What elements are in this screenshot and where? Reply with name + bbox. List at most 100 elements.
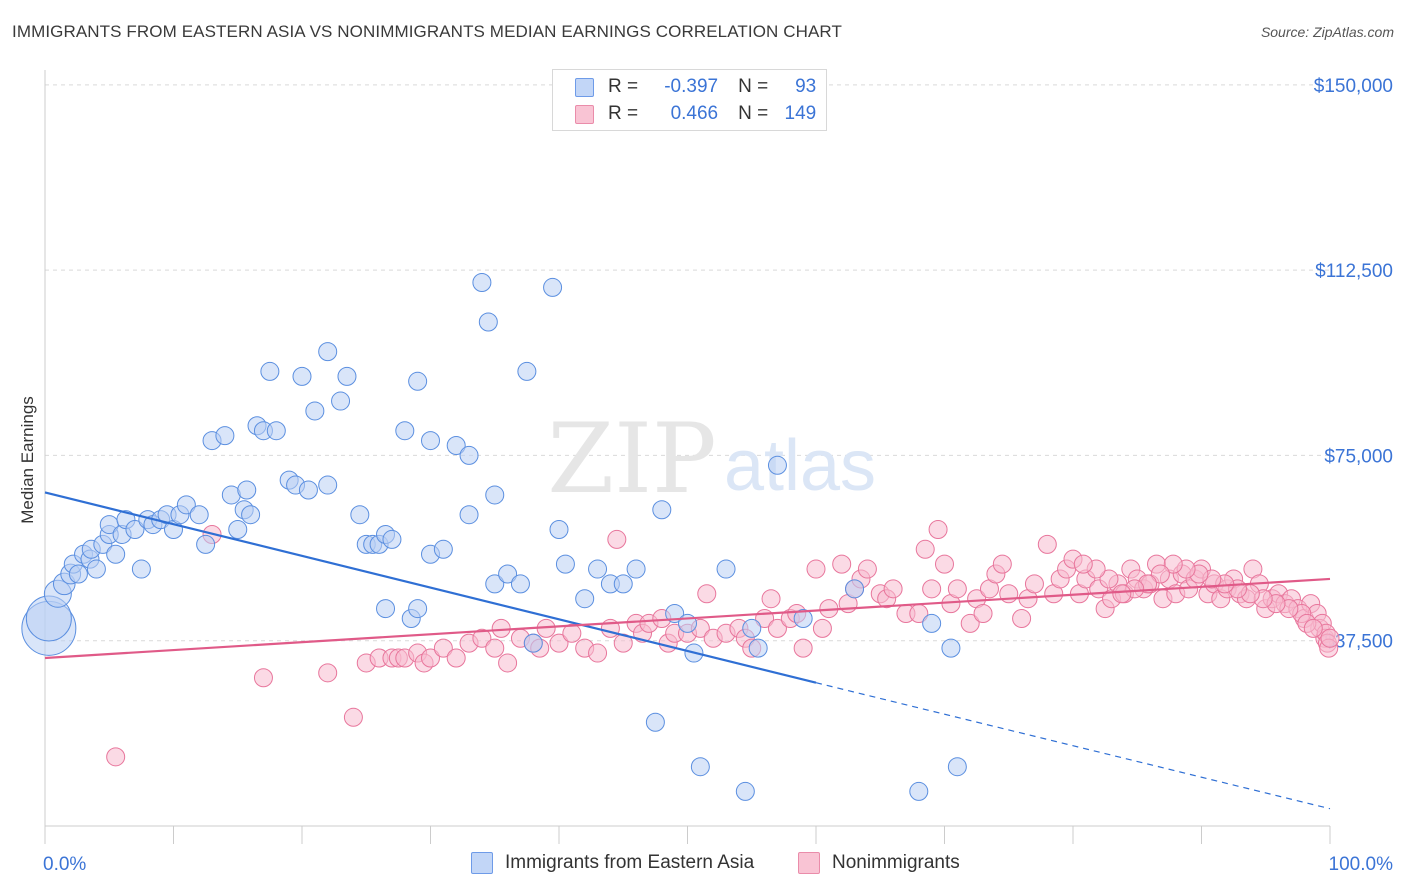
data-point [832, 554, 852, 574]
trend-line-immigrants [44, 491, 817, 684]
data-point [253, 668, 273, 688]
data-point [928, 520, 948, 540]
data-point [588, 559, 608, 579]
data-point [735, 781, 755, 801]
legend-label: Immigrants from Eastern Asia [505, 852, 755, 873]
data-point [748, 638, 768, 658]
data-point [510, 574, 530, 594]
x-tick-label: 0.0% [43, 854, 86, 875]
data-point [376, 599, 396, 619]
data-point [562, 623, 582, 643]
data-point [697, 584, 717, 604]
data-point [446, 436, 466, 456]
stats-legend: R = -0.397 N = 93 R = 0.466 N = 149 [552, 69, 827, 131]
y-tick-label: $75,000 [1324, 446, 1393, 467]
n-label: N = [738, 76, 769, 97]
watermark-atlas: atlas [724, 426, 876, 506]
data-point [298, 480, 318, 500]
data-point [960, 613, 980, 633]
data-point [305, 401, 325, 421]
y-tick-label: $150,000 [1314, 76, 1393, 97]
trend-line-immigrants-extension [815, 682, 1331, 810]
legend-item-immigrants: Immigrants from Eastern Asia [471, 852, 754, 874]
data-point [68, 564, 88, 584]
data-point [337, 366, 357, 386]
n-label: N = [738, 103, 769, 124]
data-point [318, 663, 338, 683]
data-point [125, 520, 145, 540]
data-point [1024, 574, 1044, 594]
data-point [549, 633, 569, 653]
blue-swatch [471, 852, 493, 874]
data-point [947, 579, 967, 599]
data-point [883, 579, 903, 599]
data-point [909, 781, 929, 801]
data-point [812, 618, 832, 638]
data-point [613, 574, 633, 594]
pink-swatch [798, 852, 820, 874]
y-tick-label: $112,500 [1315, 261, 1393, 282]
data-point [408, 599, 428, 619]
data-point [266, 421, 286, 441]
bottom-legend: Immigrants from Eastern Asia Nonimmigran… [0, 852, 1406, 878]
data-point [1037, 534, 1057, 554]
data-point [237, 480, 257, 500]
data-point [1073, 554, 1093, 574]
n-value: 93 [795, 76, 817, 97]
data-point [176, 495, 196, 515]
stats-row-pink: R = 0.466 N = 149 [575, 102, 816, 126]
chart-title: IMMIGRANTS FROM EASTERN ASIA VS NONIMMIG… [12, 22, 842, 41]
data-point [607, 529, 627, 549]
data-point [935, 554, 954, 574]
data-point [189, 505, 209, 525]
data-point [228, 520, 248, 540]
data-point [793, 638, 813, 658]
data-point [498, 653, 518, 673]
grid-lines [45, 84, 1330, 642]
data-point [973, 604, 993, 624]
data-point [106, 747, 126, 767]
data-point [543, 277, 563, 297]
data-point [767, 618, 787, 638]
data-point [915, 539, 935, 559]
pink-swatch [575, 104, 594, 124]
data-point [857, 559, 877, 579]
data-point [652, 500, 672, 520]
data-point [588, 643, 608, 663]
data-point [331, 391, 351, 411]
n-value: 149 [784, 103, 817, 124]
data-point [421, 431, 440, 451]
data-point [517, 361, 537, 381]
trend-lines [44, 491, 1331, 810]
data-point [1320, 628, 1340, 648]
r-label: R = [608, 76, 639, 97]
data-point [86, 559, 106, 579]
source-label: Source: ZipAtlas.com [1260, 24, 1394, 40]
data-point [1112, 584, 1132, 604]
data-point [498, 564, 518, 584]
data-point [196, 534, 216, 554]
data-point [395, 421, 415, 441]
watermark: ZIP atlas [547, 403, 876, 515]
data-point [491, 618, 511, 638]
data-point [350, 505, 370, 525]
data-point [845, 579, 865, 599]
data-point [485, 574, 505, 594]
data-point [215, 426, 235, 446]
data-point [645, 712, 665, 732]
legend-item-nonimmigrants: Nonimmigrants [798, 852, 960, 874]
x-tick-labels: 0.0% 100.0% [43, 854, 1393, 875]
data-point [241, 505, 261, 525]
data-point [459, 445, 479, 465]
data-point [1150, 564, 1170, 584]
data-point [433, 638, 453, 658]
y-tick-labels: $37,500 $75,000 $112,500 $150,000 [1314, 76, 1393, 653]
data-point [382, 529, 402, 549]
data-point [626, 559, 646, 579]
data-point [716, 559, 736, 579]
data-point [318, 475, 338, 495]
r-value: 0.466 [670, 103, 719, 124]
data-point [806, 559, 826, 579]
data-point [690, 757, 710, 777]
